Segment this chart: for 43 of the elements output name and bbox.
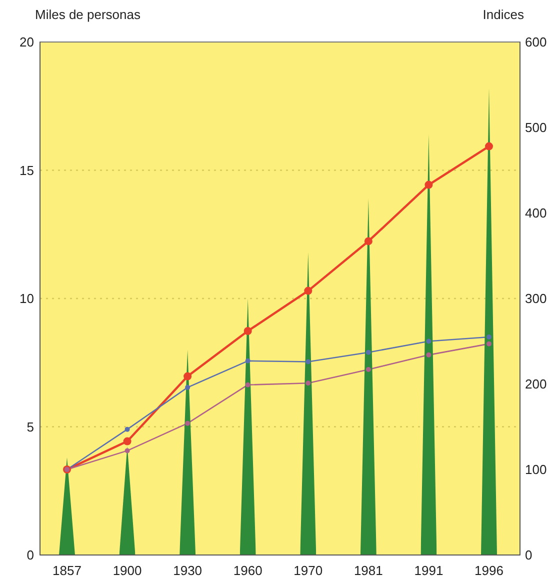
point (245, 382, 250, 388)
x-tick-label: 1900 (112, 563, 142, 578)
y-tick-label: 15 (20, 162, 34, 178)
point (184, 372, 192, 380)
x-tick-label: 1981 (354, 563, 383, 578)
y2-tick-label: 0 (525, 548, 532, 563)
y2-tick-label: 400 (525, 206, 547, 221)
point (304, 286, 312, 295)
point (306, 359, 311, 364)
x-tick-label: 1930 (173, 563, 202, 578)
point (485, 142, 493, 150)
point (244, 326, 252, 335)
x-tick-label: 1857 (52, 563, 82, 578)
point (366, 366, 371, 372)
point (426, 338, 432, 344)
y-tick-label: 20 (20, 34, 34, 50)
y-tick-label: 5 (26, 419, 34, 434)
point (306, 380, 311, 386)
x-tick-label: 1960 (233, 563, 262, 578)
y-tick-label: 0 (26, 548, 34, 563)
y-tick-label: 10 (20, 291, 34, 306)
point (366, 350, 371, 355)
point (185, 420, 190, 426)
y2-tick-label: 200 (525, 376, 547, 392)
point (424, 180, 433, 189)
point (364, 237, 372, 246)
x-tick-label: 1970 (294, 563, 323, 578)
point (486, 334, 492, 340)
point (124, 426, 130, 432)
y2-tick-label: 600 (525, 34, 547, 50)
x-tick-label: 1991 (414, 563, 444, 578)
y2-tick-label: 500 (525, 120, 547, 136)
y2-tick-label: 100 (525, 462, 547, 478)
y2-tick-label: 300 (525, 291, 547, 306)
point (124, 448, 130, 454)
x-tick-label: 1996 (474, 563, 504, 578)
y-axis-title: Miles de personas (35, 7, 141, 22)
point (123, 437, 132, 446)
point (185, 384, 190, 390)
point (426, 352, 432, 358)
point (486, 341, 492, 346)
y2-axis-title: Indices (482, 7, 524, 22)
point (245, 358, 250, 364)
